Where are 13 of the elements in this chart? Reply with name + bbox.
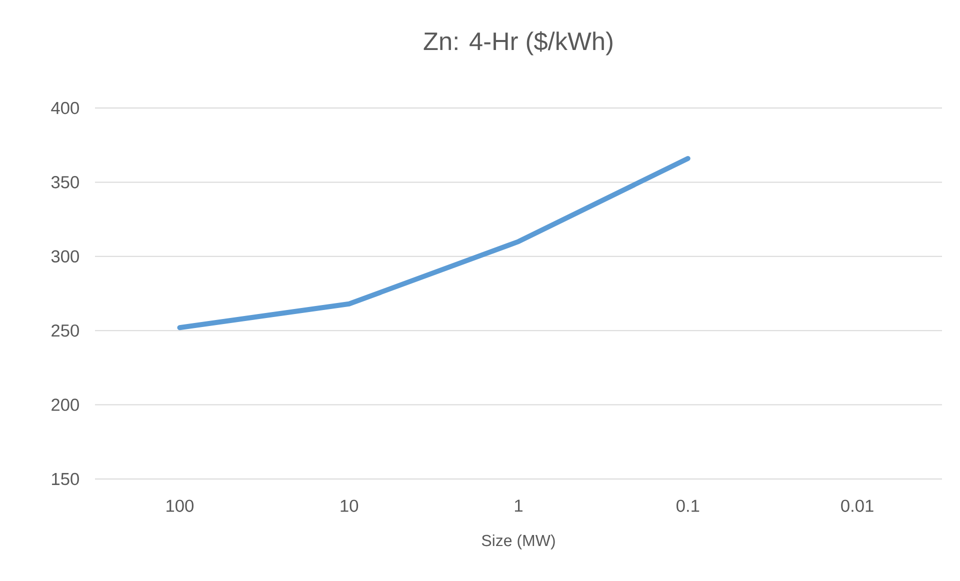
x-tick-label: 100 [166,500,194,512]
y-tick-label: 400 [51,102,79,114]
y-tick-label: 350 [51,176,79,188]
x-axis-title: Size (MW) [482,534,555,550]
y-tick-label: 150 [52,472,79,486]
y-tick-label: 300 [51,250,79,263]
x-tick-label: 0.1 [676,500,700,512]
y-tick-label: 250 [52,324,79,337]
chart-title: Zn: 4-Hr ($/kWh) [424,31,612,56]
x-tick-label: 1 [515,500,522,512]
x-tick-label: 10 [340,500,358,512]
y-tick-label: 200 [52,398,79,411]
x-tick-label: 0.01 [841,500,874,512]
